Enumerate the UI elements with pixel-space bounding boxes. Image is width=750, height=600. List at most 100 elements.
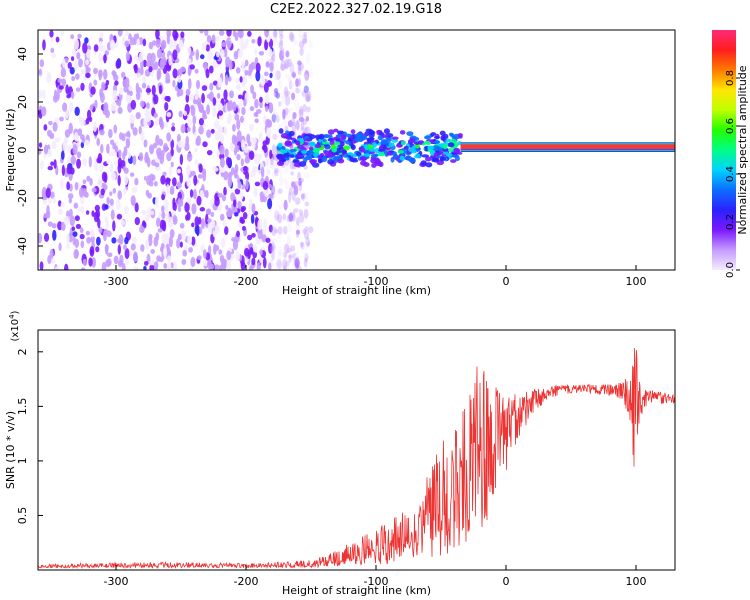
heatmap-cell [60, 150, 65, 160]
heatmap-cell [238, 101, 243, 110]
heatmap-cell [176, 168, 182, 174]
heatmap-cell [300, 242, 305, 250]
heatmap-cell [38, 68, 42, 76]
heatmap-cell [284, 90, 291, 96]
heatmap-cell [304, 111, 310, 118]
heatmap-cell [302, 243, 308, 251]
heatmap-cell [364, 131, 369, 137]
heatmap-cell [207, 49, 213, 60]
heatmap-cell [55, 36, 60, 43]
heatmap-cell [138, 152, 144, 162]
heatmap-cell [145, 111, 151, 123]
heatmap-cell [275, 70, 281, 81]
heatmap-cell [429, 139, 435, 145]
heatmap-cell [304, 201, 310, 207]
heatmap-cell [225, 56, 231, 68]
heatmap-cell [287, 120, 293, 128]
heatmap-cell [366, 137, 373, 142]
heatmap-cell [284, 94, 291, 107]
heatmap-cell [314, 144, 322, 149]
heatmap-cell [108, 128, 113, 139]
heatmap-cell [178, 68, 183, 76]
heatmap-cell [208, 263, 215, 270]
heatmap-cell [161, 233, 168, 241]
heatmap-cell [295, 219, 301, 229]
heatmap-cell [138, 52, 144, 63]
heatmap-cell [423, 140, 431, 145]
heatmap-cell [239, 191, 244, 200]
heatmap-cell [185, 93, 190, 103]
heatmap-cell [277, 160, 285, 167]
heatmap-cell [40, 160, 44, 170]
heatmap-cell [298, 108, 304, 119]
heatmap-cell [42, 39, 46, 51]
heatmap-cell [262, 257, 267, 269]
heatmap-cell [268, 102, 274, 114]
heatmap-cell [286, 224, 292, 233]
heatmap-cell [186, 126, 191, 132]
heatmap-cell [283, 86, 289, 98]
heatmap-cell [305, 52, 311, 64]
heatmap-cell [226, 101, 231, 112]
heatmap-cell [43, 153, 47, 159]
heatmap-cell [318, 133, 325, 140]
heatmap-cell [199, 30, 204, 34]
heatmap-cell [221, 194, 227, 202]
heatmap-cell [109, 162, 114, 170]
heatmap-cell [117, 244, 121, 255]
heatmap-cell [104, 244, 109, 252]
heatmap-cell [117, 190, 122, 200]
heatmap-cell [195, 49, 200, 61]
heatmap-cell [297, 77, 302, 87]
heatmap-cell [219, 157, 225, 168]
heatmap-cell [265, 61, 270, 67]
heatmap-cell [135, 82, 140, 94]
heatmap-cell [192, 124, 196, 135]
heatmap-cell [291, 116, 296, 127]
heatmap-cell [225, 205, 229, 211]
heatmap-cell [457, 133, 463, 137]
heatmap-cell [43, 232, 50, 242]
heatmap-cell [200, 54, 205, 60]
heatmap-cell [242, 212, 248, 220]
heatmap-cell [273, 36, 278, 44]
heatmap-cell [200, 218, 205, 230]
heatmap-cell [206, 129, 212, 139]
figure-title: C2E2.2022.327.02.19.G18 [269, 2, 443, 17]
heatmap-cell [64, 263, 69, 270]
heatmap-cell [312, 162, 320, 168]
heatmap-cell [206, 149, 213, 156]
heatmap-cell [84, 37, 89, 44]
heatmap-cell [263, 144, 268, 154]
heatmap-cell [298, 117, 305, 123]
heatmap-cell [93, 67, 99, 75]
heatmap-cell [69, 215, 75, 227]
heatmap-cell [273, 169, 279, 177]
y-tick-label-bottom: 0.5 [16, 507, 29, 525]
heatmap-cell [288, 31, 294, 41]
heatmap-cell [38, 89, 43, 100]
heatmap-cell [89, 104, 94, 111]
heatmap-cell [276, 258, 282, 269]
heatmap-cell [202, 259, 209, 267]
heatmap-cell [86, 109, 92, 120]
heatmap-cell [423, 135, 432, 140]
heatmap-cell [186, 197, 192, 204]
heatmap-cell [281, 149, 288, 154]
heatmap-cell [285, 50, 290, 58]
heatmap-cell [104, 204, 109, 210]
heatmap-cell [268, 224, 273, 233]
y-scale-base: (x10 [10, 319, 21, 342]
heatmap-cell [274, 210, 280, 221]
heatmap-cell [359, 147, 366, 153]
heatmap-cell [110, 171, 116, 181]
heatmap-cell [194, 68, 199, 74]
heatmap-cell [240, 158, 244, 167]
heatmap-cell [114, 161, 118, 166]
heatmap-cell [251, 203, 256, 214]
heatmap-cell [210, 128, 215, 134]
heatmap-cell [272, 30, 278, 38]
heatmap-cell [259, 100, 263, 109]
heatmap-cell [283, 264, 287, 270]
heatmap-cell [201, 92, 205, 104]
